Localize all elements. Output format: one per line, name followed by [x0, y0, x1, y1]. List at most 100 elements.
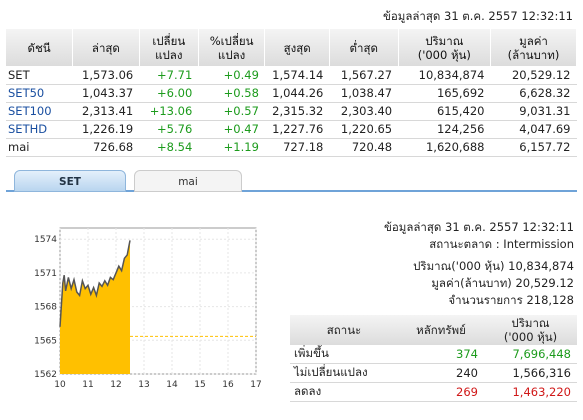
- index-chg: +7.71: [139, 66, 199, 85]
- breadth-col-header: หลักทรัพย์: [398, 315, 484, 345]
- index-table: ดัชนี ล่าสุด เปลี่ยน แปลง %เปลี่ยน แปลง สูงส…: [6, 29, 577, 157]
- market-volume-value: 10,834,874: [508, 259, 574, 273]
- index-vol: 615,420: [398, 102, 491, 121]
- index-name: mai: [6, 138, 73, 157]
- index-col-header: ดัชนี: [6, 29, 74, 66]
- index-val: 6,628.32: [490, 84, 577, 103]
- index-val: 9,031.31: [490, 102, 577, 121]
- index-pct: +0.58: [198, 84, 265, 103]
- index-low: 2,303.40: [329, 102, 399, 121]
- breadth-row: เพิ่มขึ้น 374 7,696,448: [290, 345, 577, 364]
- market-volume: ปริมาณ('000 หุ้น) 10,834,874: [413, 258, 574, 276]
- breadth-row: ลดลง 269 1,463,220: [290, 382, 577, 402]
- x-tick-label: 12: [110, 380, 121, 390]
- y-tick-label: 1562: [34, 370, 57, 380]
- y-tick-label: 1571: [34, 269, 57, 279]
- x-tick-label: 11: [82, 380, 93, 390]
- x-tick-label: 10: [54, 380, 66, 390]
- index-high: 1,044.26: [264, 84, 330, 103]
- index-chg: +8.54: [139, 138, 199, 157]
- market-status-label: สถานะตลาด :: [429, 237, 500, 251]
- tab-mai[interactable]: mai: [134, 170, 242, 192]
- y-tick-label: 1574: [34, 235, 57, 245]
- index-val: 20,529.12: [490, 66, 577, 85]
- breadth-label: เพิ่มขึ้น: [290, 345, 398, 364]
- index-row: SET100 2,313.41 +13.06 +0.57 2,315.32 2,303.4…: [6, 102, 577, 121]
- market-trades: จำนวนรายการ 218,128: [448, 292, 574, 310]
- index-pct: +0.49: [198, 66, 265, 85]
- index-chg: +13.06: [139, 102, 199, 121]
- breadth-count: 240: [398, 363, 484, 383]
- breadth-label: ลดลง: [290, 382, 398, 402]
- breadth-vol: 1,566,316: [484, 363, 577, 383]
- tab-set[interactable]: SET: [14, 170, 126, 192]
- breadth-row: ไม่เปลี่ยนแปลง 240 1,566,316: [290, 363, 577, 383]
- market-trades-label: จำนวนรายการ: [448, 293, 523, 307]
- index-high: 2,315.32: [264, 102, 330, 121]
- index-high: 1,574.14: [264, 66, 330, 85]
- intraday-index-chart: 10 11 12 13 14 15 16 17 1574 1571 1568 1565 1562: [34, 227, 262, 390]
- index-val: 4,047.69: [490, 120, 577, 139]
- index-last: 726.68: [72, 138, 140, 157]
- breadth-count: 269: [398, 382, 484, 402]
- index-col-header: สูงสุด: [264, 29, 330, 66]
- index-col-header: ต่ำสุด: [329, 29, 399, 66]
- index-row: SET50 1,043.37 +6.00 +0.58 1,044.26 1,038.47 1…: [6, 84, 577, 103]
- index-chg: +6.00: [139, 84, 199, 103]
- market-value-label: มูลค่า(ล้านบาท): [431, 276, 512, 290]
- index-name[interactable]: SETHD: [6, 120, 73, 139]
- y-tick-label: 1568: [34, 303, 57, 313]
- index-low: 1,220.65: [329, 120, 399, 139]
- index-name: SET: [6, 66, 73, 85]
- index-row: SETHD 1,226.19 +5.76 +0.47 1,227.76 1,220.65 1…: [6, 120, 577, 139]
- index-pct: +1.19: [198, 138, 265, 157]
- breadth-label: ไม่เปลี่ยนแปลง: [290, 363, 398, 383]
- index-row: mai 726.68 +8.54 +1.19 727.18 720.48 1,620,688…: [6, 138, 577, 157]
- index-row: SET 1,573.06 +7.71 +0.49 1,574.14 1,567.27 10,…: [6, 66, 577, 85]
- index-last: 1,043.37: [72, 84, 140, 103]
- index-vol: 1,620,688: [398, 138, 491, 157]
- x-tick-label: 14: [166, 380, 178, 390]
- x-tick-label: 13: [138, 380, 149, 390]
- market-tabs: SET mai: [6, 170, 577, 192]
- breadth-col-header: ปริมาณ ('000 หุ้น): [484, 315, 577, 345]
- index-pct: +0.47: [198, 120, 265, 139]
- index-col-header: ล่าสุด: [72, 29, 140, 66]
- index-name[interactable]: SET100: [6, 102, 73, 121]
- index-chg: +5.76: [139, 120, 199, 139]
- index-vol: 165,692: [398, 84, 491, 103]
- index-col-header: ปริมาณ ('000 หุ้น): [398, 29, 492, 66]
- index-col-header: เปลี่ยน แปลง: [139, 29, 199, 66]
- market-as-of: ข้อมูลล่าสุด 31 ต.ค. 2557 12:32:11: [383, 220, 574, 234]
- x-tick-label: 16: [222, 380, 234, 390]
- index-high: 727.18: [264, 138, 330, 157]
- market-status-value: Intermission: [503, 237, 574, 251]
- index-low: 1,038.47: [329, 84, 399, 103]
- index-line: [59, 240, 131, 327]
- index-col-header: มูลค่า (ล้านบาท): [490, 29, 577, 66]
- index-last: 2,313.41: [72, 102, 140, 121]
- index-high: 1,227.76: [264, 120, 330, 139]
- y-tick-label: 1565: [34, 336, 57, 346]
- x-tick-label: 17: [250, 380, 261, 390]
- index-area: [60, 240, 130, 374]
- index-low: 1,567.27: [329, 66, 399, 85]
- index-col-header: %เปลี่ยน แปลง: [198, 29, 266, 66]
- market-trades-value: 218,128: [526, 293, 574, 307]
- breadth-vol: 7,696,448: [484, 345, 577, 364]
- index-pct: +0.57: [198, 102, 265, 121]
- breadth-count: 374: [398, 345, 484, 364]
- market-volume-label: ปริมาณ('000 หุ้น): [413, 259, 505, 273]
- market-breadth-table: สถานะ หลักทรัพย์ ปริมาณ ('000 หุ้น) เพิ่มข…: [290, 315, 577, 402]
- market-value: มูลค่า(ล้านบาท) 20,529.12: [431, 275, 574, 293]
- as-of-timestamp: ข้อมูลล่าสุด 31 ต.ค. 2557 12:32:11: [382, 9, 573, 23]
- market-value-value: 20,529.12: [515, 276, 574, 290]
- index-last: 1,226.19: [72, 120, 140, 139]
- index-name[interactable]: SET50: [6, 84, 73, 103]
- index-vol: 124,256: [398, 120, 491, 139]
- market-status: สถานะตลาด : Intermission: [429, 236, 574, 254]
- index-low: 720.48: [329, 138, 399, 157]
- index-vol: 10,834,874: [398, 66, 491, 85]
- x-tick-label: 15: [194, 380, 205, 390]
- index-val: 6,157.72: [490, 138, 577, 157]
